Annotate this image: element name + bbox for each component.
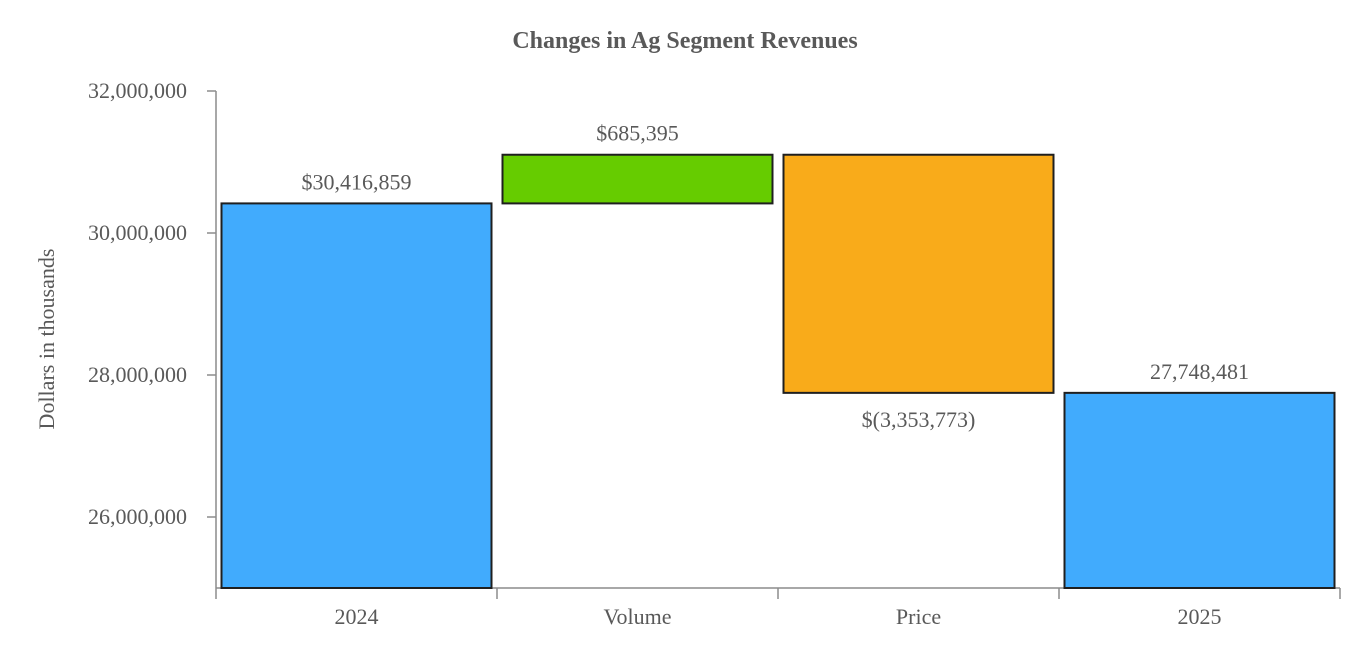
data-label-2025: 27,748,481 — [1150, 359, 1249, 384]
x-tick-label: Volume — [603, 604, 671, 629]
x-tick-label: 2024 — [335, 604, 379, 629]
y-tick-label: 32,000,000 — [88, 78, 187, 103]
y-tick-label: 30,000,000 — [88, 220, 187, 245]
bar-price — [782, 153, 1055, 394]
chart-title: Changes in Ag Segment Revenues — [512, 28, 857, 54]
data-label-volume: $685,395 — [596, 121, 679, 146]
x-tick-label: Price — [896, 604, 941, 629]
y-axis-label: Dollars in thousands — [34, 249, 59, 430]
bar-2025 — [1063, 391, 1336, 589]
bar-2024 — [220, 202, 493, 589]
data-label-price: $(3,353,773) — [862, 407, 976, 432]
bars-group — [220, 153, 1336, 589]
y-tick-label: 28,000,000 — [88, 362, 187, 387]
bar-volume — [501, 153, 774, 205]
x-tick-label: 2025 — [1178, 604, 1222, 629]
data-label-2024: $30,416,859 — [302, 169, 412, 194]
axes: 26,000,000 28,000,000 30,000,000 32,000,000… — [88, 78, 1341, 629]
y-tick-label: 26,000,000 — [88, 504, 187, 529]
data-labels-group: $30,416,859 $685,395 $(3,353,773) 27,748,48… — [302, 121, 1250, 432]
